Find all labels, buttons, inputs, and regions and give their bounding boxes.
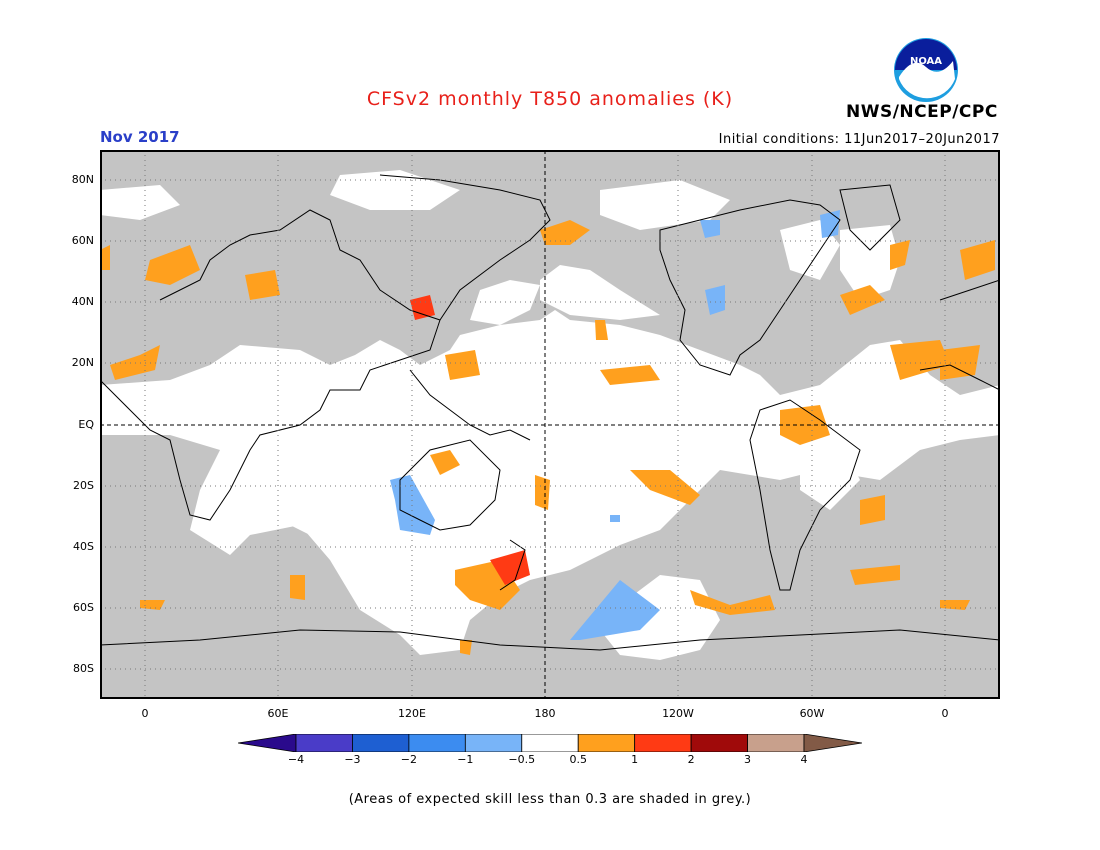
colorbar-swatch — [690, 734, 748, 752]
equator-dateline — [100, 150, 1000, 699]
colorbar-label: 0.5 — [569, 753, 587, 766]
colorbar-label: −2 — [400, 753, 417, 766]
colorbar-swatch — [464, 734, 523, 752]
colorbar-label: 1 — [631, 753, 639, 766]
initial-conditions: Initial conditions: 11Jun2017–20Jun2017 — [718, 132, 1000, 147]
footnote: (Areas of expected skill less than 0.3 a… — [348, 792, 752, 807]
lat-label: 80S — [73, 662, 94, 675]
lat-label: 60S — [73, 601, 94, 614]
strong-warm-anomaly-regions — [410, 295, 530, 585]
colorbar-label: −1 — [457, 753, 474, 766]
anomaly-map — [100, 150, 1000, 699]
lat-label: 40N — [71, 295, 94, 308]
graticule — [100, 150, 1000, 699]
colorbar-label: −4 — [287, 753, 305, 766]
near-normal-regions — [100, 170, 1000, 660]
colorbar-label: 2 — [687, 753, 695, 766]
colorbar-label: −3 — [344, 753, 361, 766]
lat-label: 80N — [71, 173, 94, 186]
lat-label: 20S — [73, 479, 94, 492]
lon-label: 120E — [398, 707, 426, 720]
forecast-period: Nov 2017 — [100, 128, 180, 146]
warm-anomaly-regions — [100, 220, 995, 655]
noaa-logo: NOAA — [894, 38, 958, 102]
lon-label: 60E — [267, 707, 289, 720]
colorbar-label: 4 — [800, 753, 808, 766]
agency-label: NWS/NCEP/CPC — [846, 102, 998, 122]
colorbar-swatch — [577, 734, 636, 752]
colorbar-swatch — [408, 734, 466, 752]
colorbar-label: 3 — [744, 753, 752, 766]
lat-label: 20N — [71, 356, 94, 369]
chart-title: CFSv2 monthly T850 anomalies (K) — [366, 88, 734, 110]
logo-text: NOAA — [910, 56, 942, 67]
colorbar-swatch — [521, 734, 579, 752]
colorbar-swatch — [803, 734, 862, 752]
lon-label: 180 — [534, 707, 556, 720]
lon-label: 0 — [941, 707, 949, 720]
colorbar-swatch — [634, 734, 692, 752]
lat-label: EQ — [78, 418, 94, 431]
colorbar — [238, 734, 862, 752]
map-frame — [100, 150, 1000, 699]
colorbar-label: −0.5 — [508, 753, 536, 766]
coastlines — [100, 174, 1000, 651]
lon-label: 120W — [662, 707, 694, 720]
lon-label: 60W — [799, 707, 825, 720]
lat-label: 60N — [71, 234, 94, 247]
colorbar-swatch — [747, 734, 805, 752]
lon-label: 0 — [141, 707, 149, 720]
colorbar-swatch — [295, 734, 353, 752]
colorbar-swatch — [238, 734, 297, 752]
colorbar-swatch — [352, 734, 410, 752]
lat-label: 40S — [73, 540, 94, 553]
